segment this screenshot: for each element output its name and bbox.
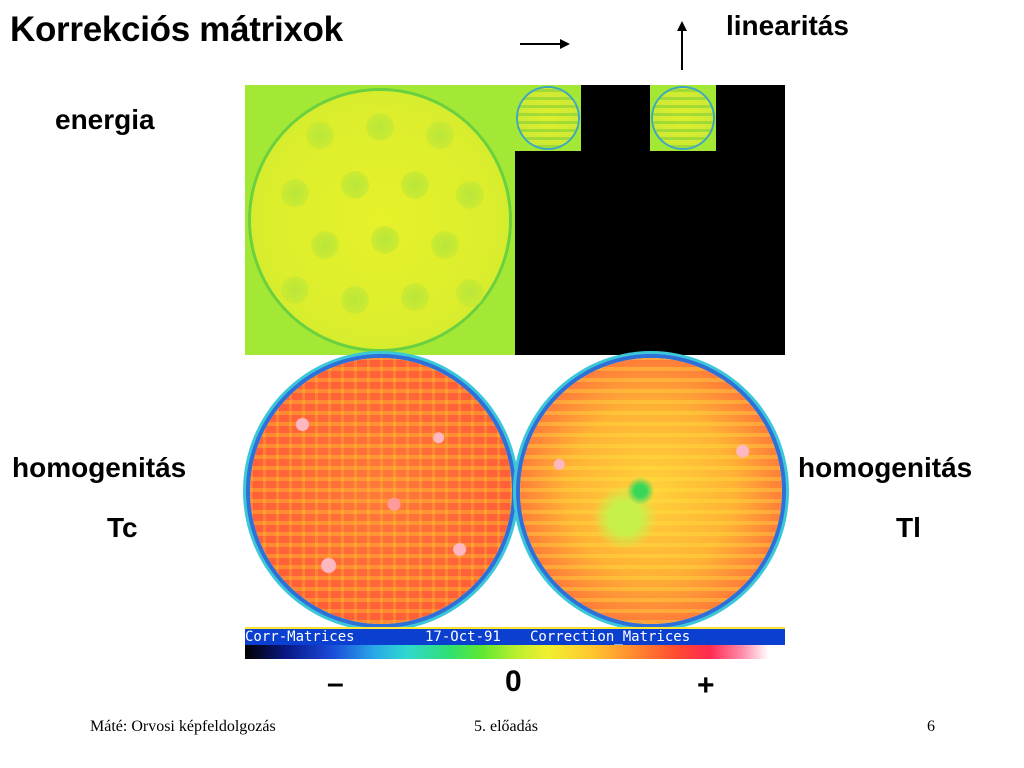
linearity-x-thumbnail [515, 85, 581, 151]
arrow-up-icon [677, 21, 687, 70]
footer-page-number: 6 [927, 718, 935, 735]
footer-lecture: 5. előadás [474, 718, 538, 735]
scale-plus-label: + [697, 669, 715, 702]
energy-matrix-image [245, 85, 515, 355]
homogeneity-right-label: homogenitás [798, 452, 973, 483]
status-left: Corr-Matrices [245, 629, 355, 645]
color-scale-bar [245, 645, 785, 659]
linearity-label: linearitás [726, 10, 849, 41]
status-right: Correction_Matrices [530, 629, 691, 645]
homogeneity-tl-map [520, 358, 782, 624]
slide-title: Korrekciós mátrixok [10, 10, 343, 49]
image-status-bar: Corr-Matrices 17-Oct-91 Correction_Matrice… [245, 627, 785, 646]
arrow-right-icon [520, 39, 570, 49]
energy-label: energia [55, 104, 155, 135]
scale-minus-label: – [327, 667, 344, 700]
homogeneity-maps [245, 358, 785, 626]
homogeneity-right-isotope: Tl [896, 512, 921, 543]
homogeneity-left-label: homogenitás [12, 452, 187, 483]
homogeneity-left-isotope: Tc [107, 512, 138, 543]
homogeneity-tc-map [250, 358, 512, 624]
scale-zero-label: 0 [505, 665, 522, 698]
status-date: 17-Oct-91 [425, 629, 501, 645]
linearity-y-thumbnail [650, 85, 716, 151]
energy-correction-image [245, 85, 785, 355]
footer-author: Máté: Orvosi képfeldolgozás [90, 718, 276, 735]
